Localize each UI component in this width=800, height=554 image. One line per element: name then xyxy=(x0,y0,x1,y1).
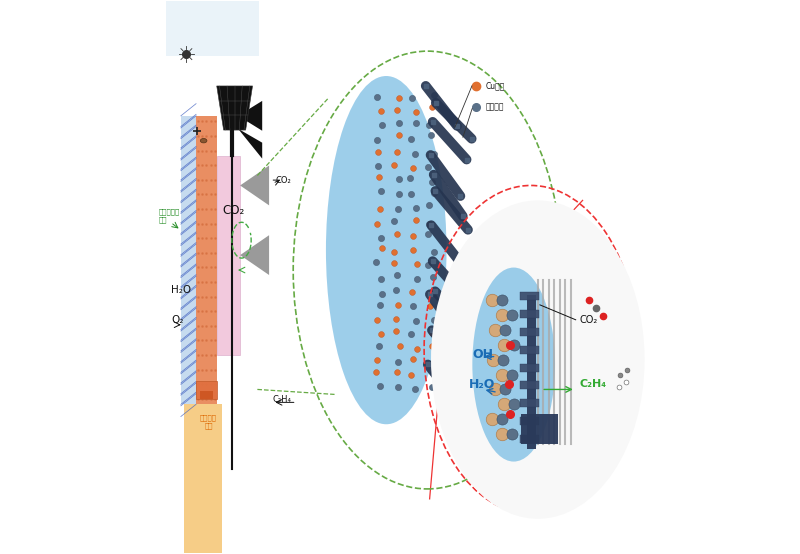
Bar xyxy=(520,417,539,425)
Text: O₂: O₂ xyxy=(171,315,184,325)
Text: H₂O: H₂O xyxy=(469,378,495,391)
Text: OH: OH xyxy=(472,348,494,361)
Text: C₂H₄: C₂H₄ xyxy=(273,395,291,404)
Text: CO₂: CO₂ xyxy=(579,315,598,325)
Ellipse shape xyxy=(200,138,207,143)
Text: C₂H₄: C₂H₄ xyxy=(579,379,606,389)
Bar xyxy=(520,328,539,336)
Text: CO₂: CO₂ xyxy=(222,204,244,217)
Bar xyxy=(184,404,222,554)
Polygon shape xyxy=(240,235,269,275)
Bar xyxy=(521,414,558,444)
Text: Cu粒子: Cu粒子 xyxy=(486,81,505,90)
Bar xyxy=(520,435,539,443)
Bar xyxy=(520,382,539,389)
Bar xyxy=(520,346,539,353)
Polygon shape xyxy=(240,166,269,206)
Bar xyxy=(200,392,213,399)
Text: H₂O: H₂O xyxy=(171,285,191,295)
Text: 微細流路
電池: 微細流路 電池 xyxy=(200,414,217,429)
Bar xyxy=(217,156,240,355)
Ellipse shape xyxy=(472,268,555,461)
Ellipse shape xyxy=(326,76,446,424)
Text: CO₂: CO₂ xyxy=(276,176,292,185)
Text: 光電気化学
セル: 光電気化学 セル xyxy=(159,208,180,223)
Bar xyxy=(527,295,536,449)
Bar xyxy=(166,0,258,56)
Bar xyxy=(520,363,539,372)
Bar xyxy=(520,292,539,300)
Polygon shape xyxy=(238,129,262,158)
Polygon shape xyxy=(217,86,253,130)
Bar xyxy=(520,399,539,407)
Bar xyxy=(196,382,217,399)
Bar xyxy=(196,116,217,404)
Bar xyxy=(520,310,539,318)
Ellipse shape xyxy=(431,201,645,519)
Bar xyxy=(181,116,196,404)
Text: 炭素粒子: 炭素粒子 xyxy=(486,102,504,111)
Polygon shape xyxy=(238,101,262,131)
